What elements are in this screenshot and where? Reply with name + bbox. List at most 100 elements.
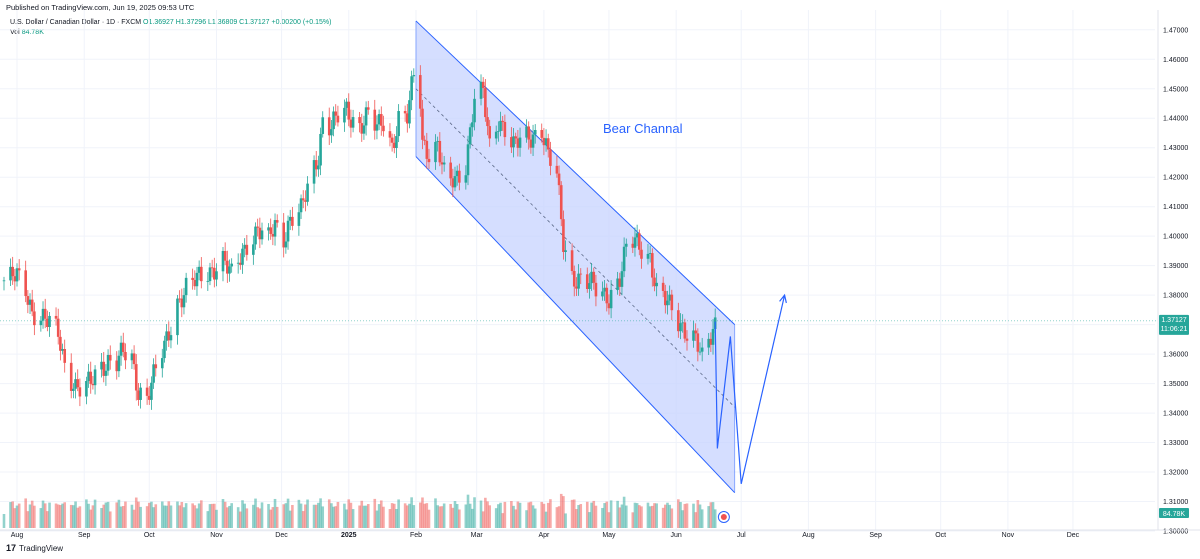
volume-bar xyxy=(516,501,520,528)
candle xyxy=(468,127,472,145)
candle xyxy=(215,271,218,280)
volume-bar xyxy=(408,503,411,528)
volume-bar xyxy=(377,504,381,528)
candle xyxy=(41,308,45,321)
volume-bar xyxy=(351,509,355,528)
candle xyxy=(87,371,90,381)
y-tick-label: 1.44000 xyxy=(1163,116,1188,123)
volume-bar xyxy=(336,501,340,528)
candle xyxy=(91,383,95,386)
candle xyxy=(377,114,381,125)
candle xyxy=(176,298,179,336)
x-tick-label: Nov xyxy=(210,532,223,539)
volume-value: 84.78K xyxy=(21,29,44,36)
symbol-title[interactable]: U.S. Dollar / Canadian Dollar · 1D · FXC… xyxy=(10,19,142,26)
candle xyxy=(288,216,292,221)
volume-bar xyxy=(297,499,301,528)
candle xyxy=(618,278,622,287)
volume-bar xyxy=(299,503,303,528)
y-tick-label: 1.38000 xyxy=(1163,293,1188,300)
volume-bar xyxy=(438,506,442,528)
volume-bar xyxy=(349,502,353,528)
candle xyxy=(147,395,151,400)
candle xyxy=(516,138,520,148)
x-tick-label: Apr xyxy=(538,532,550,539)
volume-bar xyxy=(306,499,309,528)
volume-bar xyxy=(579,504,583,528)
volume-bar xyxy=(473,497,476,528)
candle xyxy=(631,243,635,248)
volume-bar xyxy=(546,502,550,528)
y-tick-label: 1.41000 xyxy=(1163,204,1188,211)
volume-bar xyxy=(152,507,155,528)
candle xyxy=(150,382,153,400)
candle xyxy=(453,176,457,188)
candle xyxy=(555,165,559,174)
candle xyxy=(423,139,426,141)
volume-bar xyxy=(362,505,366,528)
candle xyxy=(557,173,561,186)
candle xyxy=(590,271,593,284)
volume-bar xyxy=(436,505,439,528)
volume-bar xyxy=(343,503,346,528)
candle xyxy=(696,333,700,352)
volume-bar xyxy=(226,507,229,528)
candle xyxy=(653,277,656,287)
volume-bar xyxy=(56,504,60,528)
candle xyxy=(349,119,353,128)
candle xyxy=(134,364,138,391)
volume-bar xyxy=(542,503,546,528)
candle xyxy=(484,88,487,118)
volume-bar xyxy=(572,499,576,528)
volume-bar xyxy=(549,499,552,528)
volume-bar xyxy=(252,504,255,528)
candle xyxy=(139,387,142,400)
candle xyxy=(601,291,604,297)
candle xyxy=(397,111,400,137)
volume-bar xyxy=(269,509,272,528)
volume-bar xyxy=(458,509,461,528)
tradingview-mark-icon: 17 xyxy=(6,543,17,553)
volume-bar xyxy=(286,498,290,528)
candle xyxy=(664,290,667,306)
candle xyxy=(76,379,80,388)
candle xyxy=(481,81,485,89)
volume-bar xyxy=(364,505,368,528)
candle xyxy=(271,233,275,237)
volume-label[interactable]: Vol xyxy=(10,29,20,36)
tradingview-logo[interactable]: 17 TradingView xyxy=(6,543,63,553)
candle xyxy=(258,227,262,240)
volume-bar xyxy=(314,504,318,528)
volume-bar xyxy=(63,502,67,528)
candle xyxy=(633,237,637,248)
y-tick-label: 1.34000 xyxy=(1163,411,1188,418)
candle xyxy=(668,294,671,301)
volume-bar xyxy=(527,502,531,528)
candle xyxy=(661,282,665,291)
volume-bar xyxy=(464,504,468,528)
volume-bar xyxy=(76,507,80,528)
volume-bar xyxy=(39,508,43,528)
candle xyxy=(449,162,452,179)
candle xyxy=(529,139,533,148)
candle xyxy=(471,122,474,128)
candle xyxy=(588,283,591,289)
candle xyxy=(154,364,158,369)
candle xyxy=(184,277,188,296)
volume-bar xyxy=(631,512,635,528)
volume-bar xyxy=(481,511,485,528)
volume-bar xyxy=(488,505,491,528)
candle xyxy=(223,250,227,261)
candle xyxy=(700,347,704,352)
volume-bar xyxy=(427,509,431,528)
candle xyxy=(692,330,695,341)
candle xyxy=(102,361,106,376)
candle xyxy=(403,111,407,114)
candles xyxy=(2,65,717,410)
candle xyxy=(624,243,628,247)
volume-bar xyxy=(544,511,548,528)
volume-bar xyxy=(275,506,279,528)
candle xyxy=(332,111,335,130)
volume-bar xyxy=(486,501,489,528)
